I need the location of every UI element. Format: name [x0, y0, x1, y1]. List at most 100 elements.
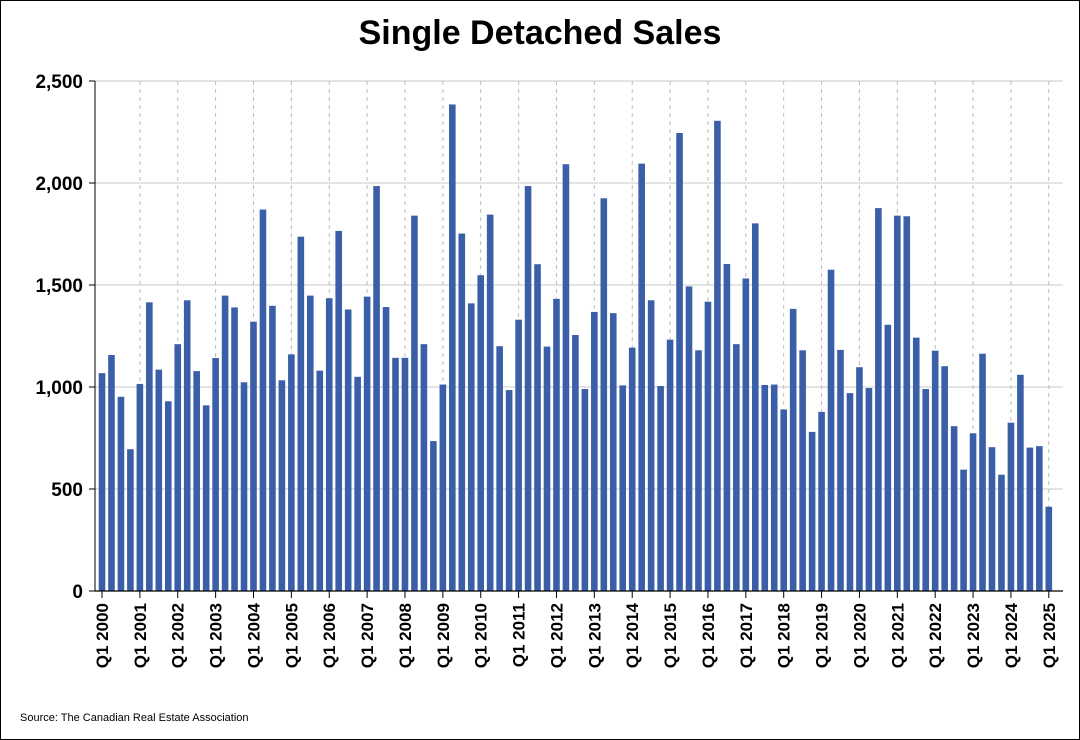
- source-note: Source: The Canadian Real Estate Associa…: [20, 712, 249, 724]
- bar: [960, 469, 967, 591]
- bar: [969, 433, 977, 591]
- x-tick-label: Q1 2008: [396, 603, 415, 668]
- x-tick-label: Q1 2010: [472, 603, 491, 668]
- bar: [212, 358, 219, 591]
- x-tick-label: Q1 2024: [1002, 602, 1021, 668]
- x-tick-label: Q1 2002: [169, 603, 188, 668]
- bar: [609, 313, 617, 591]
- bar: [837, 349, 844, 591]
- bar: [439, 384, 447, 591]
- bar: [117, 396, 125, 591]
- bar: [1017, 374, 1024, 591]
- bar: [733, 344, 740, 591]
- x-tick-label: Q1 2019: [813, 603, 832, 668]
- bar: [1036, 446, 1043, 591]
- bar: [505, 390, 513, 591]
- bar: [1026, 447, 1034, 591]
- x-tick-label: Q1 2009: [434, 603, 453, 668]
- bar: [259, 209, 267, 591]
- axis-layer: 0 500 1,000 1,500 2,000 2,500 Q1 2000 Q1 2001 Q1…: [35, 72, 1063, 668]
- bar: [666, 339, 674, 591]
- x-tick-label: Q1 2017: [737, 603, 756, 668]
- bar: [335, 230, 342, 591]
- bar: [467, 303, 475, 591]
- bar: [344, 309, 352, 591]
- bar: [827, 269, 835, 591]
- x-tick-label: Q1 2013: [585, 603, 604, 668]
- bar: [723, 263, 731, 591]
- bar: [297, 236, 305, 592]
- bar: [988, 447, 996, 591]
- bar: [903, 216, 911, 591]
- bar: [164, 401, 172, 591]
- bar: [818, 411, 825, 591]
- chart-title: Single Detached Sales: [358, 14, 722, 52]
- x-tick-label: Q1 2025: [1040, 603, 1059, 668]
- y-tick-label: 2,500: [35, 72, 83, 93]
- bar: [894, 215, 901, 591]
- bar: [941, 366, 948, 591]
- bar: [316, 370, 324, 591]
- bar: [562, 164, 570, 591]
- x-tick-label: Q1 2023: [964, 603, 983, 668]
- bar: [591, 311, 598, 591]
- bar: [619, 385, 627, 591]
- bar: [789, 308, 797, 591]
- bar: [979, 353, 986, 591]
- bar: [382, 307, 390, 591]
- bar: [401, 357, 409, 591]
- bar: [1045, 506, 1053, 591]
- bar: [695, 350, 702, 591]
- bar: [146, 302, 153, 591]
- y-tick-label: 500: [51, 480, 83, 501]
- bar: [875, 208, 882, 592]
- bar: [714, 120, 721, 591]
- bar: [411, 215, 418, 591]
- bar: [543, 346, 551, 591]
- bar: [628, 347, 636, 591]
- bar: [496, 346, 503, 591]
- bar: [922, 389, 930, 591]
- bar: [865, 388, 873, 591]
- bar: [534, 264, 541, 591]
- bar: [600, 198, 608, 592]
- bar: [761, 384, 769, 591]
- x-tick-label: Q1 2015: [661, 603, 680, 668]
- bar: [231, 307, 238, 591]
- bar: [572, 334, 579, 591]
- bar: [174, 344, 182, 591]
- x-tick-label: Q1 2011: [510, 603, 529, 667]
- bar-layer: [98, 104, 1053, 592]
- x-tick-label: Q1 2018: [775, 603, 794, 668]
- x-tick-label: Q1 2005: [282, 603, 301, 668]
- bar: [846, 393, 854, 591]
- bar: [108, 354, 115, 591]
- x-tick-label: Q1 2001: [131, 603, 150, 668]
- x-tick-label: Q1 2003: [207, 603, 226, 668]
- bar: [193, 371, 200, 591]
- bar: [581, 389, 589, 591]
- bar: [1007, 422, 1015, 591]
- bar: [647, 300, 655, 591]
- bar: [780, 409, 787, 591]
- bar: [325, 298, 333, 591]
- bar: [998, 474, 1005, 591]
- bar: [931, 350, 939, 591]
- bar: [278, 380, 286, 591]
- x-tick-label: Q1 2014: [623, 602, 642, 668]
- bar: [638, 163, 645, 591]
- bar: [524, 186, 532, 591]
- bar: [288, 354, 295, 591]
- bar: [799, 350, 806, 591]
- bar: [856, 367, 863, 591]
- bar: [657, 385, 664, 591]
- x-tick-label: Q1 2016: [699, 603, 718, 668]
- bar: [127, 449, 134, 591]
- bar: [884, 324, 892, 591]
- x-tick-label: Q1 2021: [888, 603, 907, 668]
- x-tick-label: Q1 2007: [358, 603, 377, 668]
- bar: [685, 286, 693, 591]
- bar: [250, 321, 257, 591]
- bar: [420, 344, 428, 591]
- bar: [770, 384, 778, 591]
